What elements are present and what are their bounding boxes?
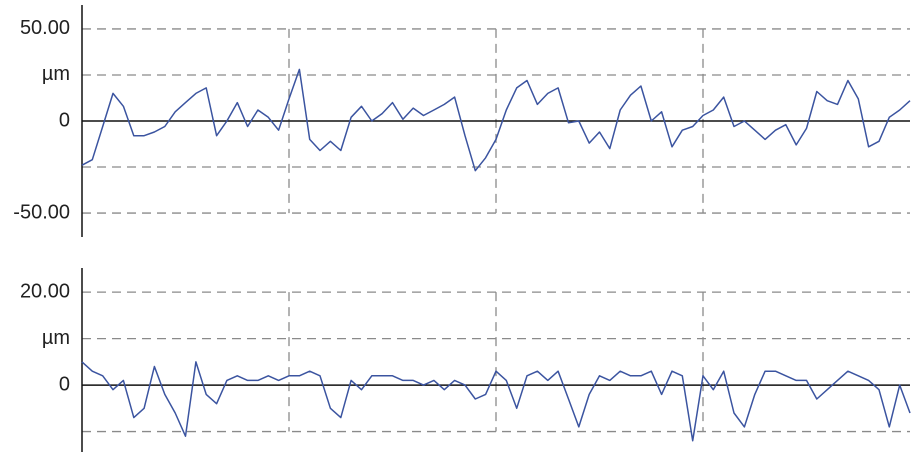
y-tick-label: 50.00 xyxy=(20,17,70,39)
y-tick-label: 20.00 xyxy=(20,280,70,302)
y-axis-unit: µm xyxy=(42,63,70,85)
y-tick-label: -50.00 xyxy=(13,201,70,223)
y-tick-label: 0 xyxy=(59,373,70,395)
profile-line xyxy=(81,68,911,172)
y-axis-unit: µm xyxy=(42,327,70,349)
profile-line xyxy=(81,361,911,442)
y-tick-label: 0 xyxy=(59,109,70,131)
